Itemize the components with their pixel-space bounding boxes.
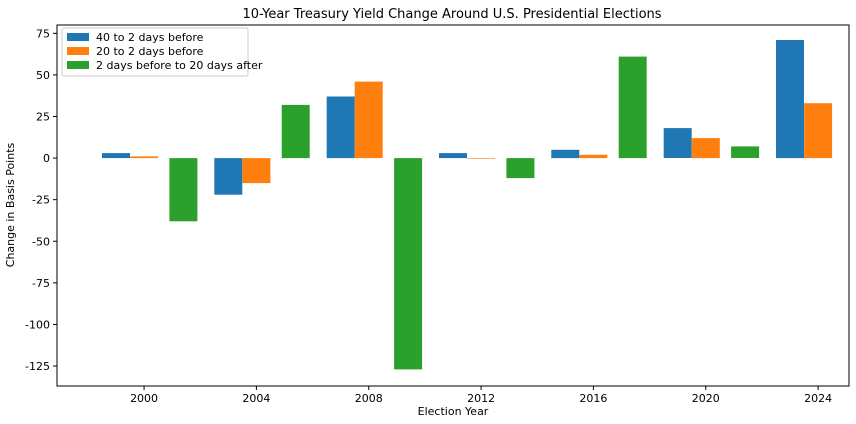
bar-series1-4 (551, 149, 580, 159)
legend-swatch-1 (67, 33, 89, 41)
y-tick-label-2: 25 (36, 110, 50, 123)
bar-series3-4 (618, 56, 647, 159)
x-axis: 2000 2004 2008 2012 2016 2020 2024 (130, 386, 832, 405)
y-tick-label-5: -50 (32, 235, 50, 248)
y-axis: 75 50 25 0 -25 -50 -75 -100 -125 (25, 27, 57, 373)
bar-series2-3 (467, 158, 496, 159)
bar-series2-4 (579, 154, 608, 159)
bar-series3-5 (731, 146, 760, 158)
bar-series1-6 (776, 40, 804, 159)
bar-series2-5 (691, 138, 720, 159)
x-tick-label-4: 2016 (579, 392, 607, 405)
y-tick-label-0: 75 (36, 27, 50, 40)
legend-label-3: 2 days before to 20 days after (96, 59, 263, 72)
x-tick-label-3: 2012 (467, 392, 495, 405)
bar-series2-2 (354, 81, 383, 159)
legend-label-1: 40 to 2 days before (96, 31, 204, 44)
x-tick-label-5: 2020 (692, 392, 720, 405)
legend-swatch-2 (67, 47, 89, 55)
bar-series2-0 (130, 156, 159, 159)
bar-series1-3 (439, 153, 467, 159)
y-tick-label-6: -75 (32, 277, 50, 290)
y-tick-label-3: 0 (43, 152, 50, 165)
bar-series2-1 (242, 158, 271, 184)
x-tick-label-6: 2024 (804, 392, 832, 405)
bar-series3-3 (506, 158, 535, 179)
bar-series3-1 (281, 104, 310, 159)
legend-swatch-3 (67, 61, 89, 69)
bar-series1-2 (326, 96, 355, 159)
y-axis-label: Change in Basis Points (4, 142, 17, 267)
bar-series3-2 (394, 158, 423, 370)
legend-box (61, 27, 249, 77)
y-tick-label-1: 50 (36, 69, 50, 82)
plot-frame (56, 24, 850, 387)
y-tick-label-4: -25 (32, 194, 50, 207)
bars-layer (102, 40, 833, 370)
y-tick-label-8: -125 (25, 360, 50, 373)
x-tick-label-1: 2004 (242, 392, 270, 405)
y-tick-label-7: -100 (25, 318, 50, 331)
bar-series1-0 (102, 153, 130, 159)
x-axis-label: Election Year (418, 405, 489, 418)
x-tick-label-2: 2008 (355, 392, 383, 405)
bar-series3-0 (169, 158, 198, 222)
legend-label-2: 20 to 2 days before (96, 45, 204, 58)
x-tick-label-0: 2000 (130, 392, 158, 405)
bar-series1-5 (663, 128, 692, 158)
bar-series1-1 (214, 158, 243, 195)
bar-series2-6 (804, 103, 833, 159)
chart-title: 10-Year Treasury Yield Change Around U.S… (242, 7, 661, 22)
